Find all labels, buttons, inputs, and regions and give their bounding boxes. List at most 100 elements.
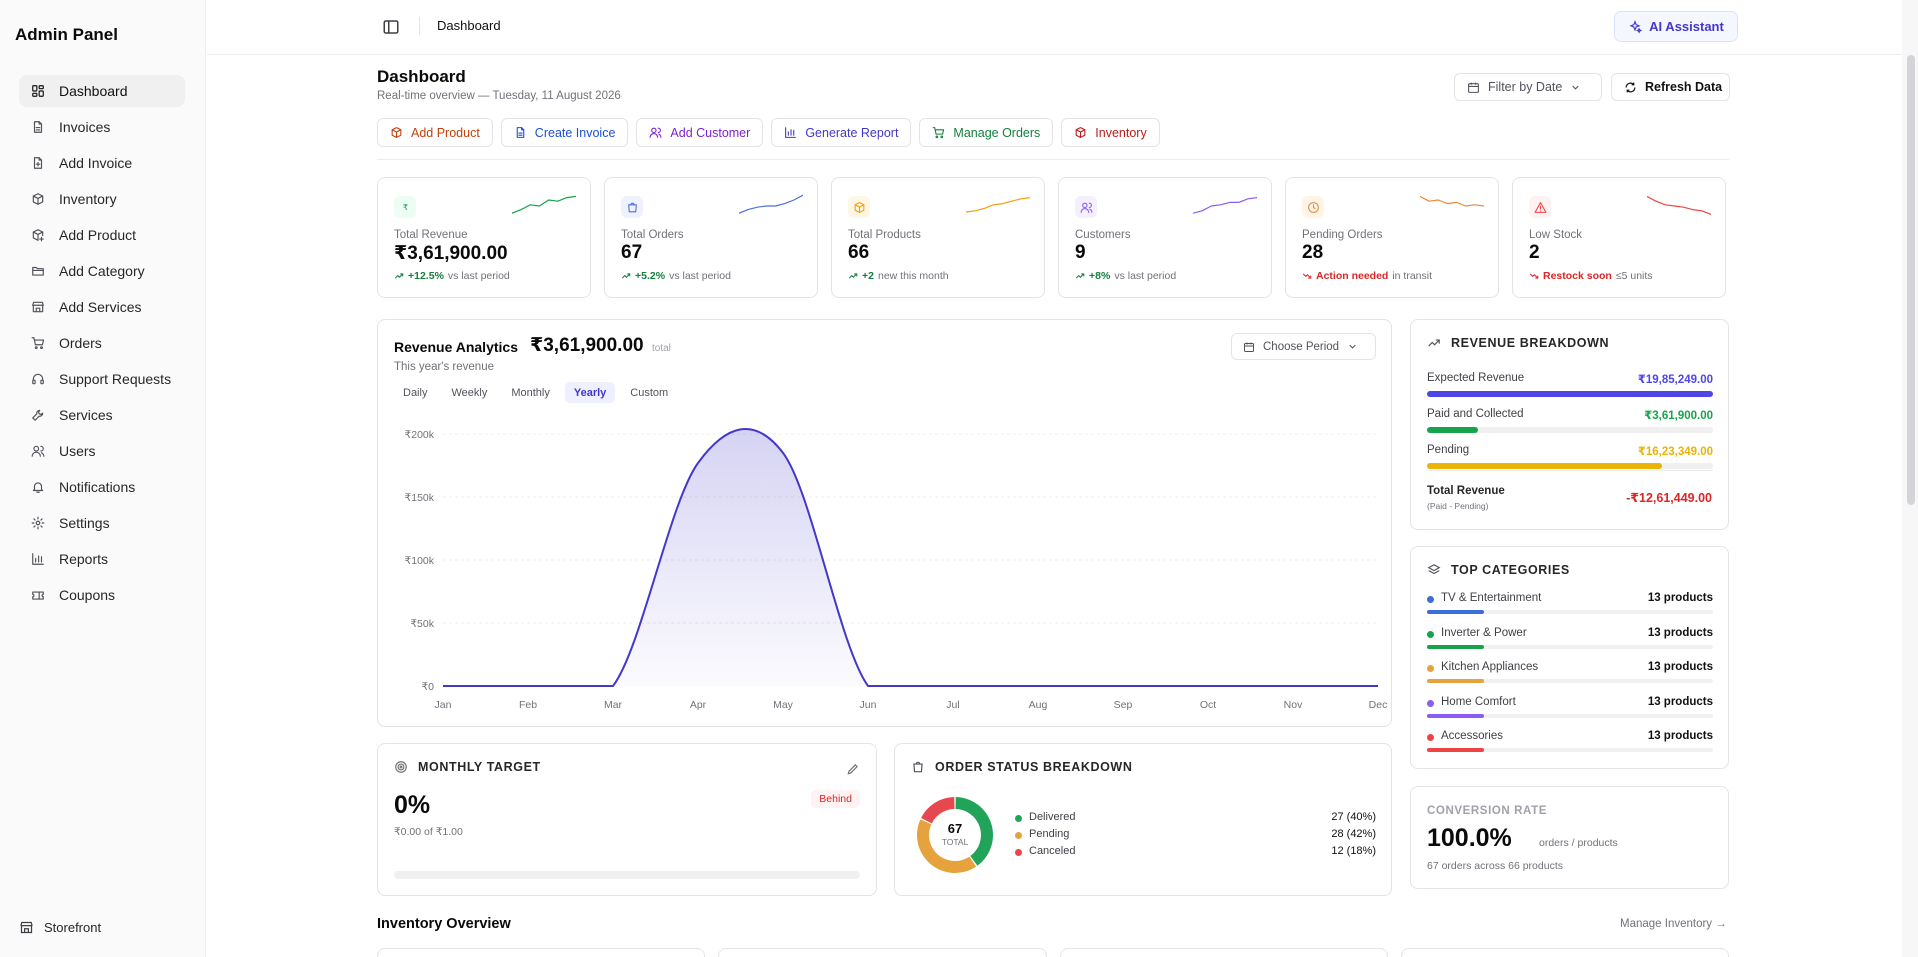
category-row[interactable]: Kitchen Appliances 13 products [1427,661,1713,685]
choose-period-button[interactable]: Choose Period [1231,333,1376,360]
sidebar-item-add-invoice[interactable]: Add Invoice [19,147,185,179]
x-tick-label: Dec [1369,699,1388,711]
trending-up-icon [1075,273,1085,279]
order-status-donut [917,797,993,873]
add-product-button[interactable]: Add Product [377,118,493,147]
sidebar-item-orders[interactable]: Orders [19,327,185,359]
donut-slice-canceled[interactable] [921,797,955,824]
layers-icon [1427,564,1441,575]
breakdown-bar [1427,391,1713,397]
order-status-row: Pending 28 (42%) [1015,828,1376,842]
tab-yearly[interactable]: Yearly [564,382,616,403]
gear-icon [31,516,45,530]
sidebar-item-inventory[interactable]: Inventory [19,183,185,215]
page-title: Dashboard [377,67,466,86]
monthly-target-sub: ₹0.00 of ₹1.00 [394,826,463,838]
sidebar-item-notifications[interactable]: Notifications [19,471,185,503]
filter-by-date-button[interactable]: Filter by Date [1454,73,1602,101]
store-icon [32,301,44,313]
bar-chart-icon [32,553,44,565]
stat-card-low-stock[interactable]: Low Stock 2 Restock soon ≤5 units [1512,177,1726,298]
folder-icon-wrap [31,264,45,278]
sidebar-item-label: Add Category [59,263,145,279]
ai-assistant-button[interactable]: AI Assistant [1614,11,1738,42]
sidebar-item-add-category[interactable]: Add Category [19,255,185,287]
generate-report-button[interactable]: Generate Report [771,118,912,147]
topbar: Dashboard AI Assistant [207,0,1902,55]
pencil-icon[interactable] [846,762,860,776]
sidebar-item-support-requests[interactable]: Support Requests [19,363,185,395]
scrollbar-thumb[interactable] [1907,55,1915,505]
donut-slice-delivered[interactable] [955,797,993,866]
period-label: Choose Period [1263,340,1340,353]
sidebar-item-dashboard[interactable]: Dashboard [19,75,185,107]
shopping-bag-icon [627,202,637,212]
sidebar-item-add-services[interactable]: Add Services [19,291,185,323]
category-row[interactable]: Inverter & Power 13 products [1427,627,1713,651]
stat-label: Total Products [848,229,921,241]
refresh-label: Refresh Data [1645,80,1723,94]
stat-icon-badge: ₹ [394,196,416,218]
revenue-breakdown-header: REVENUE BREAKDOWN [1427,336,1609,350]
file-icon [33,121,43,133]
x-tick-label: Sep [1114,699,1133,711]
category-row[interactable]: Home Comfort 13 products [1427,696,1713,720]
tab-daily[interactable]: Daily [403,386,428,399]
monthly-target-card: MONTHLY TARGET 0% ₹0.00 of ₹1.00 Behind [377,743,877,896]
donut-slice-pending[interactable] [917,819,977,873]
stat-card-customers[interactable]: Customers 9 +8% vs last period [1058,177,1272,298]
category-bar-fill [1427,748,1485,752]
box-icon [32,193,44,205]
stat-card-total-products[interactable]: Total Products 66 +2 new this month [831,177,1045,298]
sidebar-item-label: Invoices [59,119,111,135]
manage-inventory-link[interactable]: Manage Inventory → [1620,918,1727,930]
revenue-line [442,428,1378,688]
stat-icon-badge [621,196,643,218]
category-name: Kitchen Appliances [1441,661,1539,673]
rupee-icon: ₹ [402,202,407,212]
stat-value: 67 [621,242,643,263]
sidebar-item-label: Add Services [59,299,142,315]
manage-orders-button[interactable]: Manage Orders [919,118,1054,147]
refresh-data-button[interactable]: Refresh Data [1611,73,1730,101]
y-tick-label: ₹200k [405,429,435,441]
sparkline [1420,195,1484,207]
inventory-button[interactable]: Inventory [1061,118,1160,147]
sidebar-item-users[interactable]: Users [19,435,185,467]
stat-card-total-revenue[interactable]: ₹ Total Revenue ₹3,61,900.00 +12.5% vs la… [377,177,591,298]
sidebar-item-settings[interactable]: Settings [19,507,185,539]
sidebar-item-label: Support Requests [59,371,172,387]
sidebar-item-coupons[interactable]: Coupons [19,579,185,611]
stat-card-total-orders[interactable]: Total Orders 67 +5.2% vs last period [604,177,818,298]
sidebar-item-reports[interactable]: Reports [19,543,185,575]
stat-value: 66 [848,242,870,263]
tab-monthly[interactable]: Monthly [511,386,550,399]
breakdown-bar-fill [1427,391,1713,397]
category-row[interactable]: TV & Entertainment 13 products [1427,592,1713,616]
storefront-link[interactable]: Storefront [19,915,101,939]
stat-note: +12.5% vs last period [394,270,510,282]
breakdown-bar [1427,463,1713,469]
tab-custom[interactable]: Custom [630,386,669,399]
sidebar-toggle-icon[interactable] [382,18,400,36]
sidebar-item-invoices[interactable]: Invoices [19,111,185,143]
stat-card-pending-orders[interactable]: Pending Orders 28 Action needed in transi… [1285,177,1499,298]
order-status-name: Canceled [1029,845,1076,857]
breakdown-name: Pending [1427,444,1470,456]
create-invoice-button[interactable]: Create Invoice [500,118,629,147]
cart-icon [31,337,45,350]
add-customer-button[interactable]: Add Customer [636,118,764,147]
sidebar-item-services[interactable]: Services [19,399,185,431]
sidebar-item-label: Orders [59,335,102,351]
tab-weekly[interactable]: Weekly [451,386,488,399]
stat-note-text: ≤5 units [1615,270,1653,282]
inventory-card [1059,948,1388,957]
order-status-count: 28 (42%) [1331,828,1376,840]
stat-delta: Action needed [1316,270,1389,282]
revenue-analytics-card: Revenue Analytics ₹3,61,900.00 total Thi… [377,319,1392,727]
stat-label: Total Orders [621,229,684,241]
sidebar-item-add-product[interactable]: Add Product [19,219,185,251]
category-row[interactable]: Accessories 13 products [1427,730,1713,754]
stat-delta: +2 [862,270,874,282]
breakdown-total-label: Total Revenue [1427,485,1505,497]
